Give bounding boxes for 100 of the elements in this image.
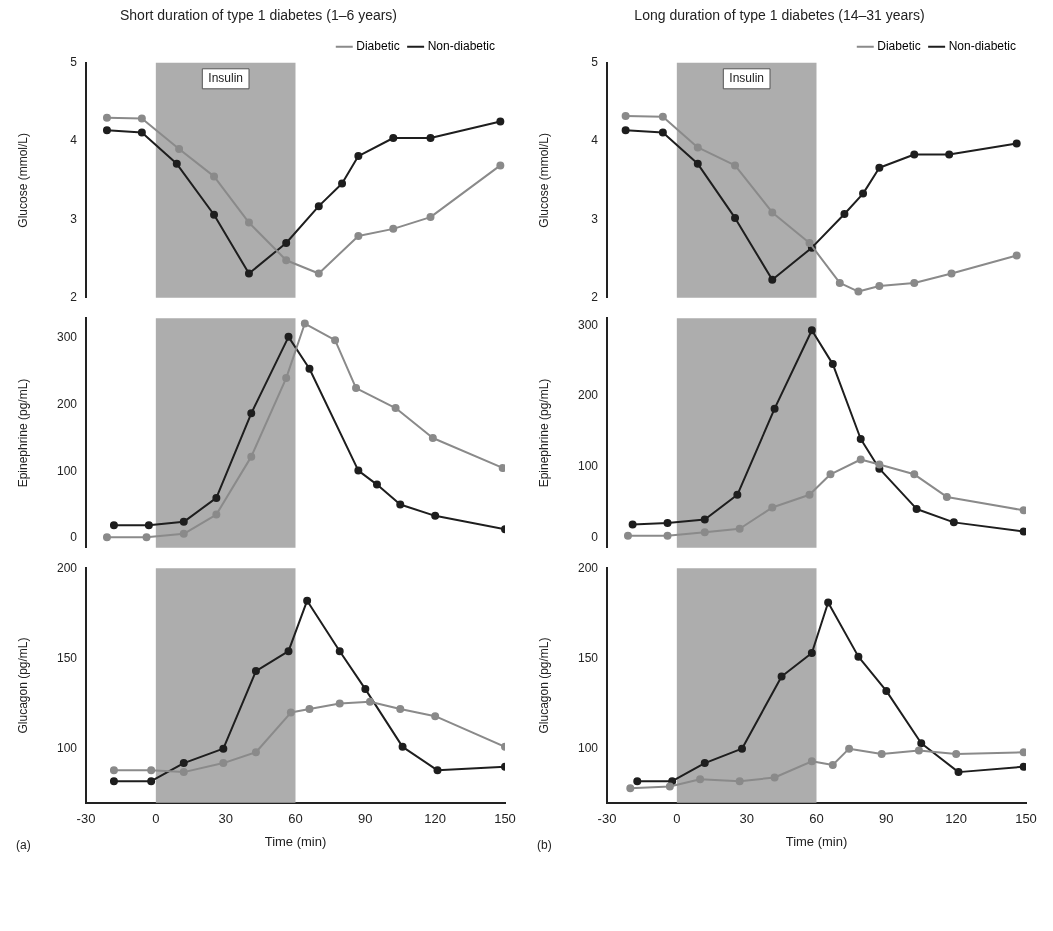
x-tick-label: 0 [152, 811, 160, 827]
y-tick-label: 4 [70, 133, 78, 148]
point [428, 433, 437, 442]
point [733, 490, 742, 499]
point [942, 492, 951, 501]
point [282, 374, 291, 383]
point [700, 515, 709, 524]
chart-title: Short duration of type 1 diabetes (1–6 years) [119, 7, 398, 24]
x-tick-label: 120 [424, 811, 447, 827]
point [731, 213, 740, 222]
point [305, 704, 314, 713]
point [875, 163, 884, 172]
point [102, 533, 111, 542]
point [244, 218, 253, 227]
point [824, 598, 833, 607]
point [770, 773, 779, 782]
x-tick-label: 150 [1015, 811, 1037, 827]
point [807, 326, 816, 335]
x-tick-label: 30 [218, 811, 233, 827]
x-tick-label: 150 [494, 811, 516, 827]
x-tick-label: -30 [597, 811, 617, 827]
point [917, 739, 926, 748]
point [621, 112, 630, 121]
point [354, 152, 363, 161]
point [668, 777, 677, 786]
point [910, 150, 919, 159]
point [628, 520, 637, 529]
point [137, 114, 146, 123]
x-tick-label: 0 [673, 811, 681, 827]
y-tick-label: 100 [577, 458, 599, 473]
point [251, 748, 260, 757]
point [945, 150, 954, 159]
point [137, 128, 146, 137]
point [840, 209, 849, 218]
point [805, 490, 814, 499]
point [914, 746, 923, 755]
y-axis-title: Glucose (mmol/L) [15, 132, 30, 228]
point [856, 455, 865, 464]
y-tick-label: 300 [577, 317, 599, 332]
y-tick-label: 5 [70, 55, 78, 70]
point [854, 287, 863, 296]
x-axis-title: Time (min) [785, 833, 848, 849]
y-tick-label: 200 [577, 388, 599, 403]
point [303, 596, 312, 605]
point [305, 364, 314, 373]
point [179, 529, 188, 538]
point [284, 647, 293, 656]
point [1019, 762, 1026, 771]
point [828, 360, 837, 369]
point [354, 466, 363, 475]
point [693, 143, 702, 152]
point [623, 531, 632, 540]
point [179, 759, 188, 768]
text: (b) [537, 838, 552, 853]
point [807, 757, 816, 766]
y-tick-label: 100 [577, 740, 599, 755]
band-label: Insulin [208, 71, 244, 86]
point [693, 159, 702, 168]
point [372, 480, 381, 489]
point [952, 750, 961, 759]
y-axis-title: Glucagon (pg/mL) [15, 637, 30, 734]
point [331, 336, 340, 345]
point [658, 112, 667, 121]
y-tick-label: 200 [56, 560, 78, 575]
legend-label: Diabetic [356, 39, 400, 54]
point [770, 404, 779, 413]
y-axis-title: Glucagon (pg/mL) [536, 637, 551, 734]
point [496, 161, 505, 170]
band-label: Insulin [729, 71, 765, 86]
point [700, 528, 709, 537]
point [1012, 139, 1021, 148]
point [859, 189, 868, 198]
point [251, 667, 260, 676]
point [663, 531, 672, 540]
point [354, 231, 363, 240]
point [826, 470, 835, 479]
point [431, 511, 440, 520]
point [102, 126, 111, 135]
y-tick-label: 2 [70, 290, 78, 305]
x-tick-label: 60 [809, 811, 824, 827]
point [875, 460, 884, 469]
legend-label: Non-diabetic [427, 39, 495, 54]
point [912, 504, 921, 513]
y-axis-title: Glucose (mmol/L) [536, 132, 551, 228]
point [352, 384, 361, 393]
point [433, 766, 442, 775]
y-tick-label: 300 [56, 330, 78, 345]
point [835, 278, 844, 287]
point [179, 768, 188, 777]
point [658, 128, 667, 137]
y-tick-label: 100 [56, 463, 78, 478]
point [805, 238, 814, 247]
point [910, 278, 919, 287]
point [947, 269, 956, 278]
point [1019, 748, 1026, 757]
y-tick-label: 3 [70, 211, 78, 226]
x-tick-label: -30 [76, 811, 96, 827]
point [102, 113, 111, 122]
point [210, 172, 219, 181]
point [949, 518, 958, 527]
